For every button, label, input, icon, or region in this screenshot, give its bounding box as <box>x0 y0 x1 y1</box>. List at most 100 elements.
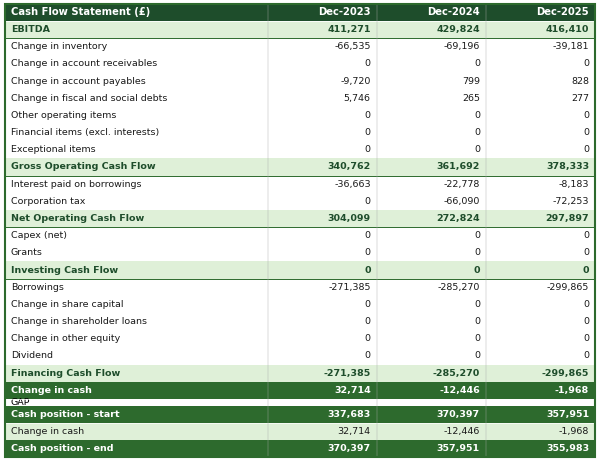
Text: 272,824: 272,824 <box>436 214 480 223</box>
Text: Financial items (excl. interests): Financial items (excl. interests) <box>11 128 159 137</box>
Text: Net Operating Cash Flow: Net Operating Cash Flow <box>11 214 144 223</box>
Text: 0: 0 <box>365 300 371 309</box>
Text: Gross Operating Cash Flow: Gross Operating Cash Flow <box>11 162 155 171</box>
Bar <box>377 347 486 365</box>
Bar <box>377 193 486 210</box>
Bar <box>486 278 595 296</box>
Bar <box>5 38 268 55</box>
Text: Change in account payables: Change in account payables <box>11 77 146 85</box>
Text: 0: 0 <box>365 145 371 154</box>
Bar <box>268 176 377 193</box>
Bar <box>5 21 268 38</box>
Text: 370,397: 370,397 <box>437 410 480 419</box>
Bar <box>377 124 486 141</box>
Text: Dec-2024: Dec-2024 <box>427 7 480 17</box>
Text: Borrowings: Borrowings <box>11 283 64 292</box>
Bar <box>268 72 377 89</box>
Text: 277: 277 <box>571 94 589 103</box>
Bar <box>268 440 377 457</box>
Text: 411,271: 411,271 <box>327 25 371 34</box>
Text: 0: 0 <box>583 266 589 274</box>
Bar <box>268 89 377 107</box>
Text: 0: 0 <box>474 145 480 154</box>
Bar <box>268 244 377 261</box>
Text: 0: 0 <box>583 145 589 154</box>
Text: 0: 0 <box>474 300 480 309</box>
Bar <box>486 382 595 399</box>
Bar <box>377 141 486 158</box>
Text: 0: 0 <box>365 59 371 68</box>
Text: 378,333: 378,333 <box>546 162 589 171</box>
Text: Change in shareholder loans: Change in shareholder loans <box>11 317 147 326</box>
Bar <box>486 440 595 457</box>
Text: 32,714: 32,714 <box>338 427 371 436</box>
Bar <box>486 4 595 21</box>
Text: 0: 0 <box>583 59 589 68</box>
Text: -66,090: -66,090 <box>443 197 480 206</box>
Text: 0: 0 <box>583 248 589 257</box>
Bar <box>5 261 268 278</box>
Text: 0: 0 <box>365 111 371 120</box>
Bar <box>268 399 377 406</box>
Text: 265: 265 <box>462 94 480 103</box>
Text: 357,951: 357,951 <box>546 410 589 419</box>
Text: 0: 0 <box>365 128 371 137</box>
Bar <box>377 72 486 89</box>
Bar <box>268 210 377 227</box>
Bar <box>377 278 486 296</box>
Bar <box>377 38 486 55</box>
Bar <box>5 72 268 89</box>
Text: -1,968: -1,968 <box>555 386 589 395</box>
Text: Change in cash: Change in cash <box>11 386 92 395</box>
Bar <box>268 347 377 365</box>
Text: 0: 0 <box>365 351 371 361</box>
Bar <box>486 55 595 72</box>
Text: 0: 0 <box>474 248 480 257</box>
Bar <box>377 107 486 124</box>
Bar <box>5 89 268 107</box>
Text: -36,663: -36,663 <box>334 180 371 189</box>
Bar <box>5 141 268 158</box>
Text: GAP: GAP <box>11 398 30 407</box>
Text: 370,397: 370,397 <box>328 444 371 453</box>
Text: 0: 0 <box>364 266 371 274</box>
Text: 0: 0 <box>474 111 480 120</box>
Bar <box>377 227 486 244</box>
Bar <box>377 210 486 227</box>
Text: Dividend: Dividend <box>11 351 53 361</box>
Text: Grants: Grants <box>11 248 43 257</box>
Bar <box>268 227 377 244</box>
Text: -271,385: -271,385 <box>323 369 371 378</box>
Text: -285,270: -285,270 <box>433 369 480 378</box>
Text: 0: 0 <box>474 334 480 343</box>
Bar <box>486 72 595 89</box>
Text: Change in inventory: Change in inventory <box>11 42 107 51</box>
Text: -285,270: -285,270 <box>437 283 480 292</box>
Text: 799: 799 <box>462 77 480 85</box>
Bar <box>5 55 268 72</box>
Text: 0: 0 <box>583 231 589 240</box>
Bar <box>268 55 377 72</box>
Bar <box>268 365 377 382</box>
Text: 304,099: 304,099 <box>328 214 371 223</box>
Text: Change in other equity: Change in other equity <box>11 334 120 343</box>
Text: Exceptional items: Exceptional items <box>11 145 95 154</box>
Bar <box>268 382 377 399</box>
Text: -299,865: -299,865 <box>542 369 589 378</box>
Text: 0: 0 <box>474 59 480 68</box>
Bar <box>486 399 595 406</box>
Bar <box>5 210 268 227</box>
Bar <box>268 193 377 210</box>
Bar <box>486 406 595 423</box>
Text: Change in share capital: Change in share capital <box>11 300 124 309</box>
Text: 5,746: 5,746 <box>344 94 371 103</box>
Bar <box>377 244 486 261</box>
Text: 828: 828 <box>571 77 589 85</box>
Bar <box>5 107 268 124</box>
Bar <box>5 296 268 313</box>
Bar <box>486 244 595 261</box>
Bar <box>486 423 595 440</box>
Text: 0: 0 <box>583 128 589 137</box>
Text: 32,714: 32,714 <box>334 386 371 395</box>
Bar <box>268 330 377 347</box>
